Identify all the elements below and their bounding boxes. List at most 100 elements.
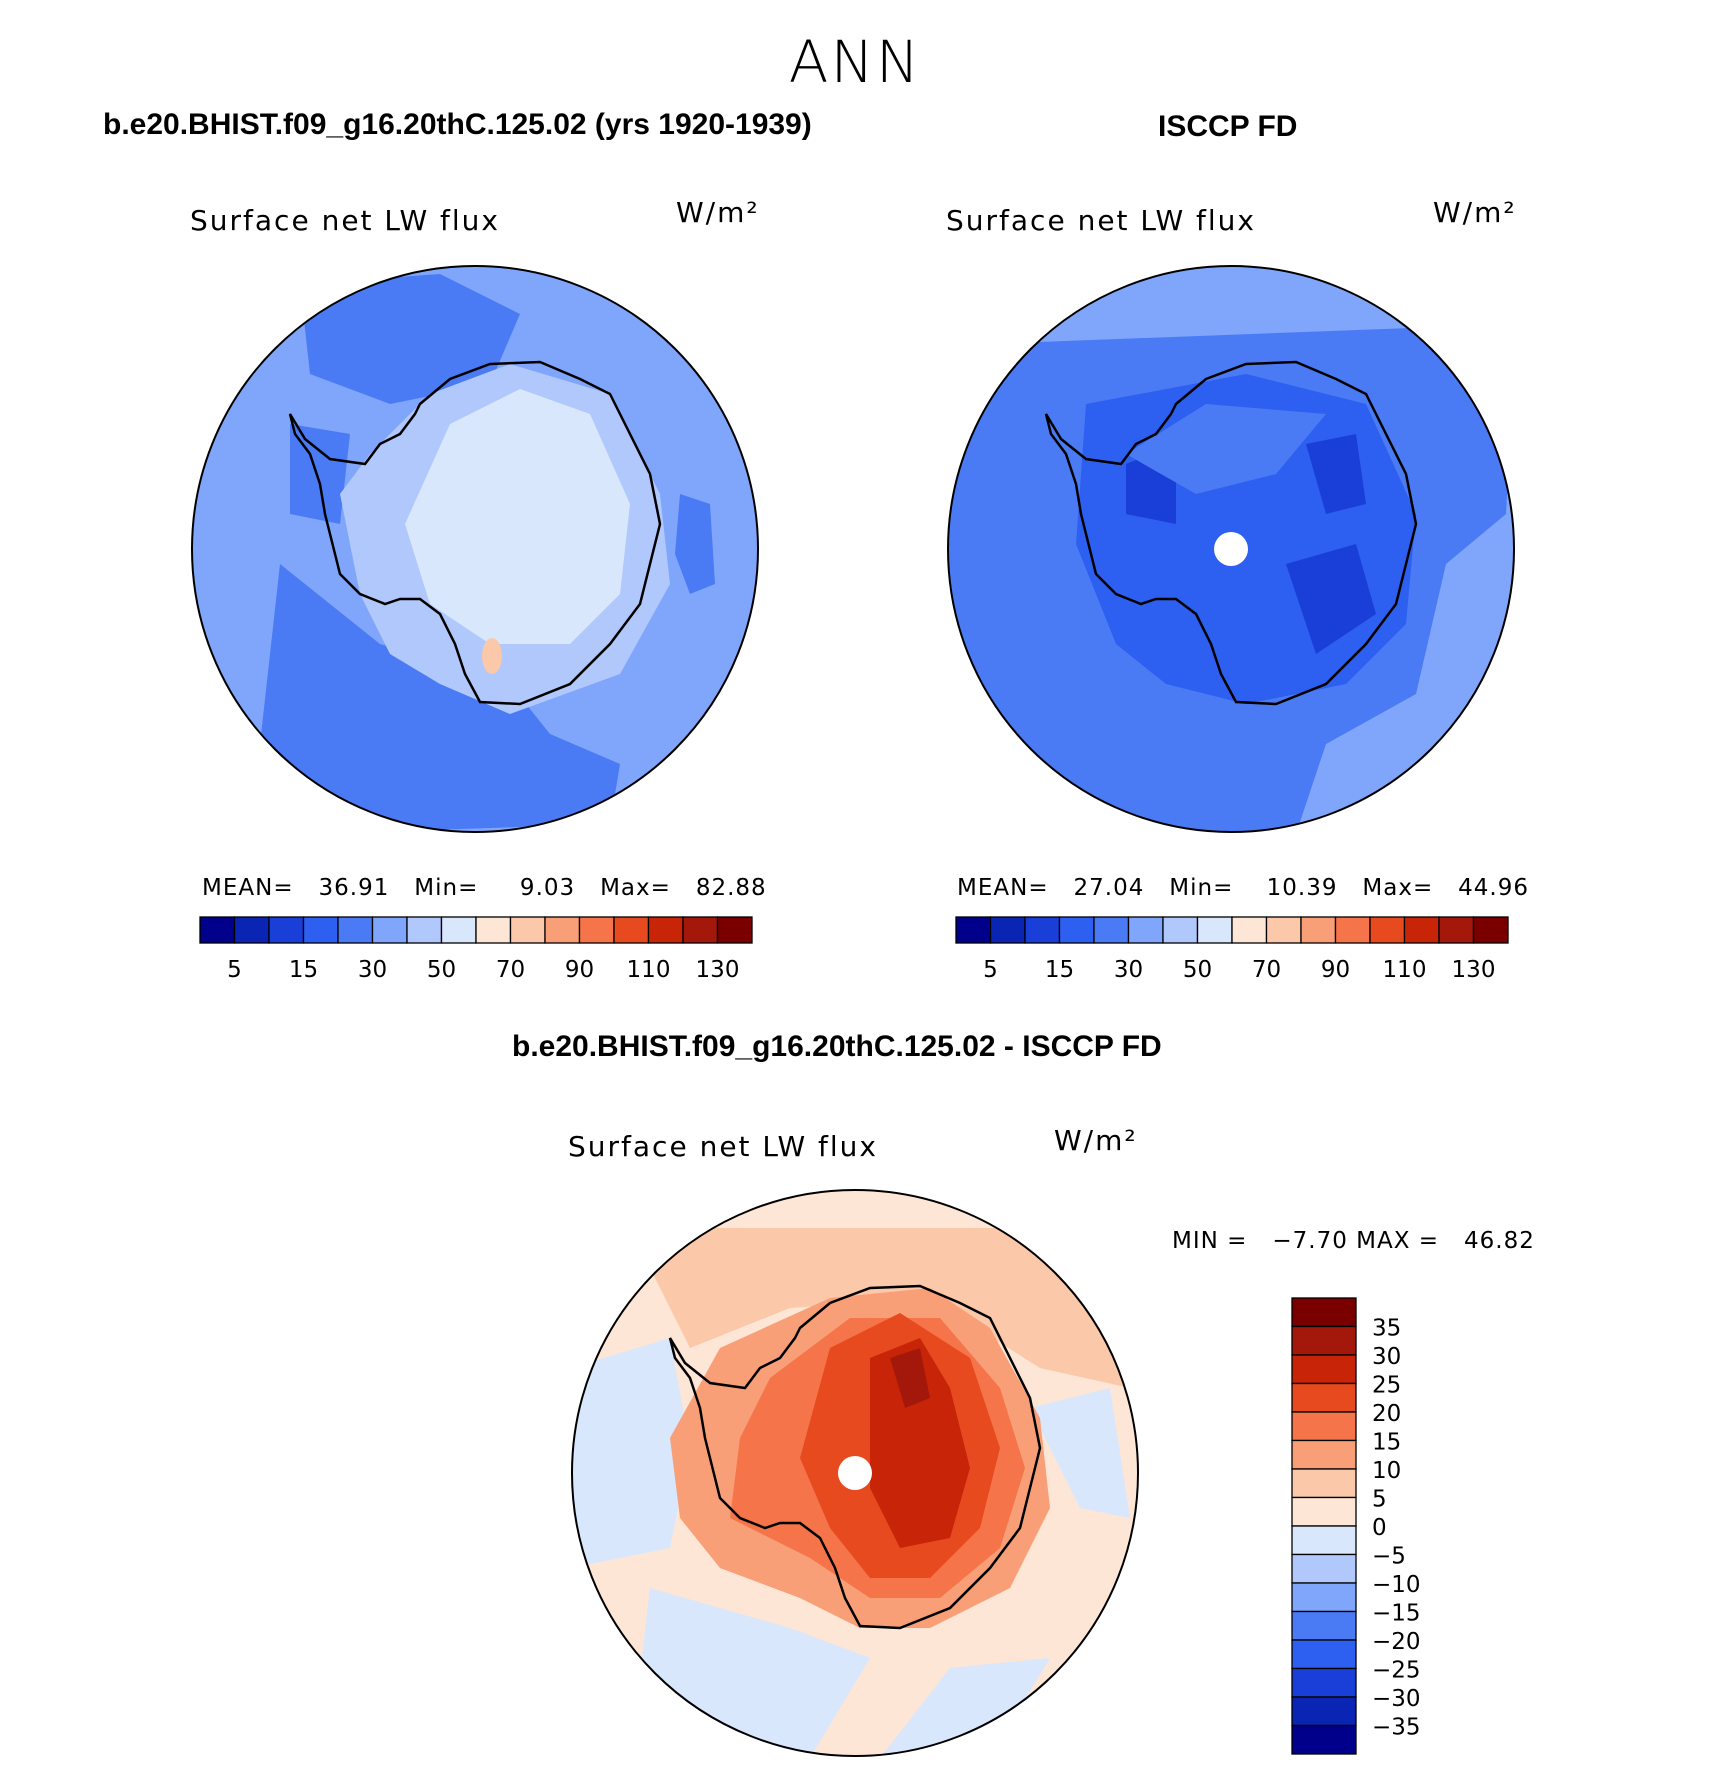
panel2-colorbar-swatch	[1162, 916, 1199, 944]
panel2-colorbar-tick-label: 5	[983, 957, 998, 983]
panel3-colorbar-swatch	[1291, 1354, 1357, 1385]
panel3-polar-map	[571, 1189, 1139, 1757]
panel1-map-boundary	[191, 265, 759, 833]
page-title: ANN	[788, 28, 922, 96]
panel1-colorbar-tick-label: 130	[696, 957, 740, 983]
panel2-colorbar-swatch	[1472, 916, 1509, 944]
panel2-colorbar-swatch	[1024, 916, 1061, 944]
panel3-colorbar-tick-label: 15	[1372, 1430, 1401, 1456]
panel2-colorbar-swatch	[1093, 916, 1130, 944]
panel1-units: W/m²	[676, 196, 760, 229]
panel3-colorbar-tick-label: 20	[1372, 1401, 1401, 1427]
panel2-units: W/m²	[1433, 196, 1517, 229]
panel3-title: b.e20.BHIST.f09_g16.20thC.125.02 - ISCCP…	[512, 1030, 1162, 1063]
panel3-colorbar-swatch	[1291, 1496, 1357, 1527]
panel1-colorbar-swatch	[716, 916, 753, 944]
panel3-colorbar-swatch	[1291, 1724, 1357, 1755]
panel3-colorbar-swatch	[1291, 1553, 1357, 1584]
panel2-colorbar-tick-label: 130	[1452, 957, 1496, 983]
panel2-colorbar-swatch	[1334, 916, 1371, 944]
panel2-colorbar-swatch	[1231, 916, 1268, 944]
panel2-colorbar-swatch	[1058, 916, 1095, 944]
panel2-colorbar-tick-label: 110	[1383, 957, 1427, 983]
panel3-hot-field	[870, 1338, 970, 1548]
panel3-colorbar-tick-label: 30	[1372, 1344, 1401, 1370]
panel3-colorbar-tick-label: 0	[1372, 1515, 1387, 1541]
panel3-units: W/m²	[1054, 1124, 1138, 1157]
panel1-colorbar-tick-label: 110	[627, 957, 671, 983]
panel1-colorbar-tick-label: 5	[227, 957, 242, 983]
panel3-field-patch	[880, 1658, 1050, 1756]
panel3-colorbar-swatch	[1291, 1439, 1357, 1470]
panel2-stats: MEAN= 27.04 Min= 10.39 Max= 44.96	[957, 875, 1530, 901]
panel3-colorbar-tick-label: −25	[1372, 1658, 1421, 1684]
panel2-field-patch	[1126, 404, 1326, 494]
panel3-colorbar-tick-label: −5	[1372, 1544, 1406, 1570]
panel3-colorbar-tick-label: −10	[1372, 1572, 1421, 1598]
panel3-field-patch	[572, 1338, 690, 1568]
panel1-colorbar-tick-label: 30	[358, 957, 387, 983]
panel1-colorbar-swatch	[647, 916, 684, 944]
panel3-colorbar-tick-label: 25	[1372, 1373, 1401, 1399]
panel1-colorbar-swatch	[302, 916, 339, 944]
panel1-colorbar-swatch	[337, 916, 374, 944]
panel1-colorbar-swatch	[199, 916, 236, 944]
panel2-colorbar-swatch	[1127, 916, 1164, 944]
panel2-colorbar-swatch	[1265, 916, 1302, 944]
panel3-colorbar-swatch	[1291, 1382, 1357, 1413]
panel2-coastline	[1044, 360, 1418, 706]
panel2-pole-mask	[1214, 532, 1248, 566]
panel3-colorbar-swatch	[1291, 1696, 1357, 1727]
panel1-colorbar-swatch	[440, 916, 477, 944]
panel1-polar-map	[191, 265, 759, 833]
panel2-colorbar-swatch	[1403, 916, 1440, 944]
panel2-colorbar-tick-label: 15	[1045, 957, 1074, 983]
panel3-colorbar-tick-label: −30	[1372, 1686, 1421, 1712]
panel1-colorbar-swatch	[268, 916, 305, 944]
panel1-colorbar-swatch	[682, 916, 719, 944]
panel1-field-patch	[675, 494, 715, 594]
panel2-colorbar-tick-label: 50	[1183, 957, 1212, 983]
panel1-colorbar-swatch	[509, 916, 546, 944]
panel3-colorbar-tick-label: −20	[1372, 1629, 1421, 1655]
panel3-colorbar-swatch	[1291, 1525, 1357, 1556]
panel1-coastline	[288, 360, 662, 706]
panel2-colorbar-tick-label: 70	[1252, 957, 1281, 983]
panel2-title: ISCCP FD	[1158, 110, 1298, 143]
panel1-colorbar-swatch	[613, 916, 650, 944]
panel2-colorbar-swatch	[1196, 916, 1233, 944]
panel3-field-patch	[1030, 1388, 1130, 1518]
panel1-field-patch	[260, 564, 620, 832]
panel3-colorbar-tick-label: 35	[1372, 1316, 1401, 1342]
panel3-colorbar-swatch	[1291, 1582, 1357, 1613]
panel3-coastline	[668, 1284, 1042, 1630]
panel3-colorbar-swatch	[1291, 1610, 1357, 1641]
panel1-colorbar-swatch	[406, 916, 443, 944]
panel1-colorbar-swatch	[475, 916, 512, 944]
panel1-colorbar-tick-label: 90	[565, 957, 594, 983]
panel3-colorbar-swatch	[1291, 1411, 1357, 1442]
panel1-colorbar: 5 15 30 50 70 90 110 130	[199, 916, 753, 983]
panel1-stats: MEAN= 36.91 Min= 9.03 Max= 82.88	[202, 875, 767, 901]
panel1-variable-label: Surface net LW flux	[190, 204, 500, 237]
panel3-colorbar-tick-label: −35	[1372, 1715, 1421, 1741]
panel3-stats: MIN = −7.70 MAX = 46.82	[1172, 1228, 1535, 1254]
panel2-cold-patch	[1306, 434, 1366, 514]
panel3-colorbar-tick-label: 10	[1372, 1458, 1401, 1484]
panel2-polar-map	[947, 265, 1515, 833]
panel3-colorbar-swatch	[1291, 1468, 1357, 1499]
panel1-colorbar-tick-label: 15	[289, 957, 318, 983]
panel3-colorbar-swatch	[1291, 1325, 1357, 1356]
panel1-interior-field	[405, 389, 630, 644]
panel2-colorbar: 5 15 30 50 70 90 110 130	[955, 916, 1509, 983]
panel3-colorbar-tick-label: 5	[1372, 1487, 1387, 1513]
panel1-colorbar-swatch	[578, 916, 615, 944]
panel2-variable-label: Surface net LW flux	[946, 204, 1256, 237]
panel3-colorbar-tick-label: −15	[1372, 1601, 1421, 1627]
panel1-colorbar-swatch	[544, 916, 581, 944]
panel1-colorbar-swatch	[371, 916, 408, 944]
panel3-variable-label: Surface net LW flux	[568, 1130, 878, 1163]
panel2-cold-patch	[1286, 544, 1376, 654]
panel1-colorbar-swatch	[233, 916, 270, 944]
panel2-colorbar-swatch	[1438, 916, 1475, 944]
